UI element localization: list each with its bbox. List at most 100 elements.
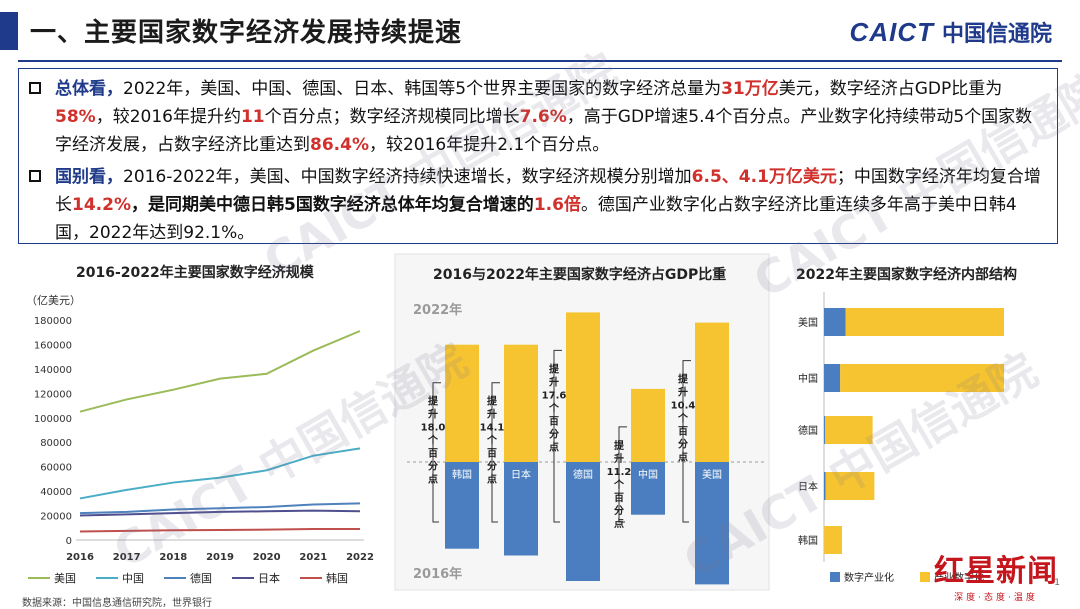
increase-label: 升 (487, 408, 497, 421)
increase-unit: 点 (549, 440, 559, 453)
category-label: 韩国 (452, 468, 472, 481)
y-axis-label: （亿美元） (26, 294, 81, 307)
paragraph-text: 个百分点；数字经济规模同比增长 (265, 107, 520, 127)
legend-swatch (920, 572, 930, 582)
increase-unit: 个 (486, 434, 498, 447)
increase-unit: 百 (487, 448, 497, 460)
y-tick-label: 120000 (34, 389, 72, 400)
news-logo-sub: 深度·态度·温度 (934, 590, 1058, 603)
increase-unit: 点 (614, 517, 624, 530)
x-tick-label: 2019 (206, 552, 234, 563)
x-tick-label: 2016 (66, 552, 94, 563)
increase-unit: 百 (614, 492, 624, 504)
title-divider (18, 60, 1062, 62)
increase-unit: 百 (428, 448, 438, 460)
bar-2022-德国 (566, 312, 600, 462)
increase-unit: 百 (678, 426, 688, 438)
year-label-2022: 2022年 (413, 302, 462, 318)
increase-value: 17.6 (542, 390, 567, 401)
bar-数字产业化-德国 (824, 416, 825, 444)
paragraph-text: ，是同期美中德日韩5国数字经济总体年均复合增速的 (131, 195, 534, 215)
increase-unit: 点 (678, 451, 688, 464)
increase-label: 提 (678, 373, 689, 386)
highlight-value: 7.6% (520, 107, 567, 127)
bar-2022-韩国 (445, 345, 479, 462)
increase-unit: 分 (678, 438, 688, 451)
line-chart-title: 2016-2022年主要国家数字经济规模 (76, 262, 314, 282)
bar-2022-美国 (695, 323, 729, 462)
page-number: 1 (1054, 578, 1060, 588)
increase-label: 升 (428, 408, 438, 421)
increase-label: 提 (487, 395, 498, 408)
highlight-separator: 、 (722, 167, 739, 187)
increase-value: 18.0 (421, 423, 446, 434)
summary-box: 总体看，2022年，美国、中国、德国、日本、韩国等5个世界主要国家的数字经济总量… (18, 68, 1058, 244)
increase-value: 10.4 (671, 401, 696, 412)
x-tick-label: 2018 (159, 552, 187, 563)
increase-unit: 分 (428, 460, 438, 473)
increase-label: 提 (549, 362, 560, 375)
highlight-value: 6.5 (692, 167, 722, 187)
caict-logo: CAICT 中国信通院 (850, 16, 1052, 48)
bar-产业数字化-韩国 (824, 526, 842, 554)
category-label: 德国 (798, 424, 818, 437)
category-label: 日本 (511, 468, 531, 481)
logo-cn: 中国信通院 (942, 16, 1052, 48)
x-tick-label: 2020 (253, 552, 281, 563)
year-label-2016: 2016年 (413, 566, 462, 582)
y-tick-label: 180000 (34, 316, 72, 327)
category-label: 美国 (798, 316, 818, 329)
y-tick-label: 140000 (34, 365, 72, 376)
line-chart: （亿美元）02000040000600008000010000012000014… (18, 252, 378, 592)
structure-chart-title: 2022年主要国家数字经济内部结构 (796, 264, 1017, 284)
increase-label: 升 (549, 375, 559, 388)
y-tick-label: 0 (66, 536, 72, 547)
bar-产业数字化-中国 (840, 364, 1004, 392)
y-tick-label: 160000 (34, 340, 72, 351)
increase-unit: 个 (427, 434, 439, 447)
highlight-value: 31万亿 (721, 79, 779, 99)
title-accent-bar (0, 12, 18, 50)
highlight-value: 11 (241, 107, 265, 127)
paragraph-text: ，较2016年提升2.1个百分点。 (369, 135, 609, 155)
paragraph-text: 美元，数字经济占GDP比重为 (779, 79, 1003, 99)
increase-unit: 分 (614, 504, 624, 517)
category-label: 日本 (798, 480, 818, 493)
bar-产业数字化-日本 (826, 472, 875, 500)
legend-label: 美国 (54, 572, 76, 585)
red-star-news-logo: 红星新闻 深度·态度·温度 (934, 546, 1058, 603)
category-label: 中国 (638, 468, 658, 481)
increase-unit: 百 (549, 415, 559, 427)
page-title: 一、主要国家数字经济发展持续提速 (30, 12, 462, 49)
structure-chart: 美国中国德国日本韩国数字产业化产业数字化 (780, 252, 1064, 592)
increase-unit: 个 (677, 412, 689, 425)
legend-swatch (830, 572, 840, 582)
increase-label: 升 (678, 386, 688, 399)
data-source: 数据来源：中国信息通信研究院，世界银行 (22, 594, 212, 609)
legend-label: 数字产业化 (844, 571, 894, 584)
increase-label: 提 (614, 439, 625, 452)
bar-数字产业化-中国 (824, 364, 840, 392)
bar-2022-日本 (504, 345, 538, 462)
category-label: 美国 (702, 468, 722, 481)
bar-产业数字化-德国 (825, 416, 873, 444)
highlight-value: 1.6倍 (534, 195, 581, 215)
increase-unit: 个 (548, 401, 560, 414)
summary-paragraph-country: 国别看，2016-2022年，美国、中国数字经济持续快速增长，数字经济规模分别增… (29, 163, 1047, 247)
category-label: 德国 (573, 468, 593, 481)
gdp-share-chart-title: 2016与2022年主要国家数字经济占GDP比重 (433, 264, 726, 284)
paragraph-lead: 国别看， (55, 167, 123, 187)
legend-label: 韩国 (326, 571, 348, 585)
structure-chart-panel: 2022年主要国家数字经济内部结构 美国中国德国日本韩国数字产业化产业数字化 (780, 252, 1064, 592)
paragraph-text: 2016-2022年，美国、中国数字经济持续快速增长，数字经济规模分别增加 (123, 167, 692, 187)
paragraph-lead: 总体看， (55, 79, 123, 99)
series-line-美国 (80, 331, 360, 412)
increase-unit: 个 (613, 478, 625, 491)
increase-value: 14.1 (480, 423, 505, 434)
increase-value: 11.2 (607, 467, 632, 478)
y-tick-label: 60000 (40, 463, 72, 474)
paragraph-text: ，较2016年提升约 (96, 107, 241, 127)
increase-label: 升 (614, 452, 624, 465)
